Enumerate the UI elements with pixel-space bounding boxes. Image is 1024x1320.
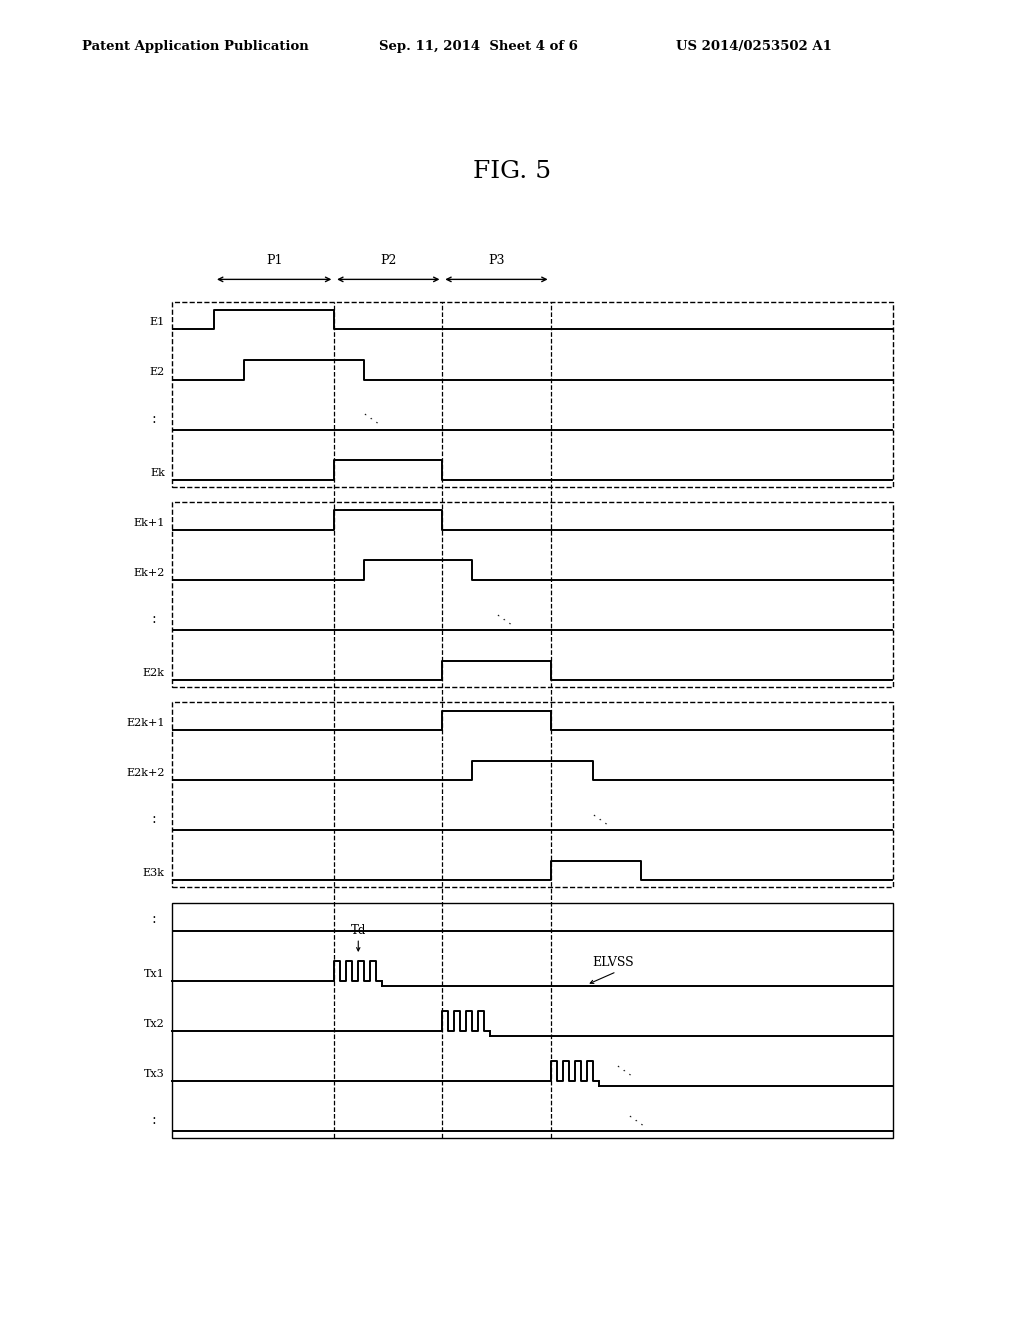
Text: P1: P1 <box>266 253 283 267</box>
Text: Td: Td <box>350 924 366 937</box>
Text: Ek+1: Ek+1 <box>133 517 165 528</box>
Text: :: : <box>152 912 156 927</box>
Text: :: : <box>152 812 156 826</box>
Bar <box>172 903 893 1138</box>
Text: :: : <box>152 612 156 626</box>
Text: · · ·: · · · <box>360 411 380 429</box>
Text: · · ·: · · · <box>612 1063 633 1080</box>
Text: · · ·: · · · <box>625 1111 645 1130</box>
Text: E2k+2: E2k+2 <box>126 768 165 779</box>
Text: Tx1: Tx1 <box>144 969 165 978</box>
Text: ELVSS: ELVSS <box>593 956 634 969</box>
Text: Ek: Ek <box>150 467 165 478</box>
Bar <box>172 302 893 487</box>
Text: :: : <box>152 412 156 425</box>
Text: P3: P3 <box>488 253 505 267</box>
Text: :: : <box>152 1113 156 1127</box>
Text: Patent Application Publication: Patent Application Publication <box>82 40 308 53</box>
Text: E2k+1: E2k+1 <box>126 718 165 729</box>
Text: · · ·: · · · <box>589 812 608 830</box>
Text: FIG. 5: FIG. 5 <box>473 160 551 183</box>
Text: E2k: E2k <box>142 668 165 678</box>
Text: E2: E2 <box>150 367 165 378</box>
Text: Tx3: Tx3 <box>144 1069 165 1078</box>
Bar <box>172 502 893 688</box>
Bar <box>172 702 893 887</box>
Text: · · ·: · · · <box>493 611 512 630</box>
Text: Tx2: Tx2 <box>144 1019 165 1028</box>
Text: E3k: E3k <box>142 869 165 878</box>
Text: Ek+2: Ek+2 <box>133 568 165 578</box>
Text: E1: E1 <box>150 317 165 327</box>
Text: Sep. 11, 2014  Sheet 4 of 6: Sep. 11, 2014 Sheet 4 of 6 <box>379 40 578 53</box>
Text: US 2014/0253502 A1: US 2014/0253502 A1 <box>676 40 831 53</box>
Text: P2: P2 <box>380 253 396 267</box>
